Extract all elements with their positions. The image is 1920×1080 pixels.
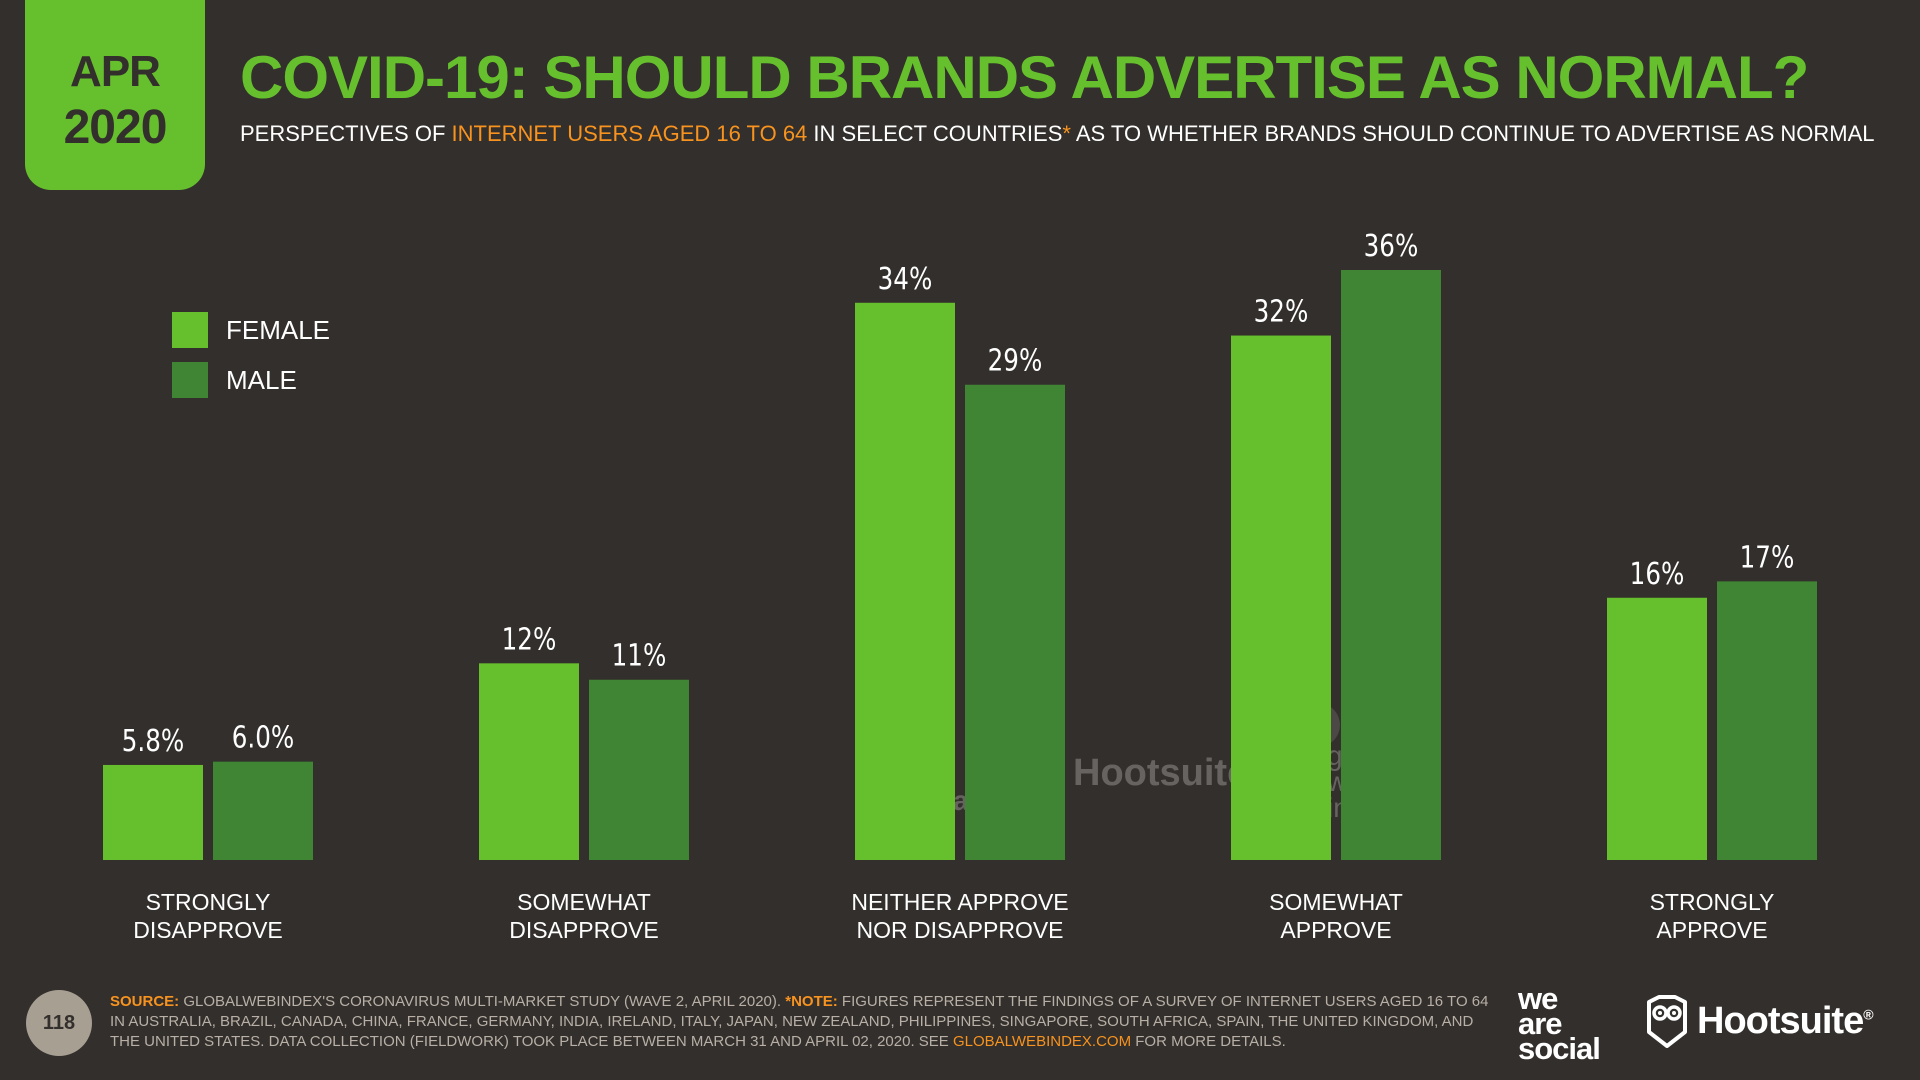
data-label-female: 32% <box>1254 295 1309 329</box>
data-label-male: 36% <box>1364 230 1419 264</box>
bar-male <box>965 384 1065 860</box>
category-label: NEITHER APPROVE <box>851 889 1068 915</box>
legend-swatch-male <box>172 362 208 398</box>
bar-female <box>1231 335 1331 860</box>
data-label-male: 17% <box>1740 541 1795 575</box>
footer-tail: FOR MORE DETAILS. <box>1131 1033 1286 1050</box>
category-label: DISAPPROVE <box>133 917 283 943</box>
legend-item-female: FEMALE <box>172 312 330 348</box>
bar-male <box>589 679 689 860</box>
subtitle-part3: AS TO WHETHER BRANDS SHOULD CONTINUE TO … <box>1070 121 1875 146</box>
bar-female <box>855 302 955 860</box>
legend-label-female: FEMALE <box>226 314 331 345</box>
legend-item-male: MALE <box>172 362 330 398</box>
data-label-female: 5.8% <box>122 725 184 759</box>
badge-year: 2020 <box>63 101 168 154</box>
footer-source-note: SOURCE: GLOBALWEBINDEX'S CORONAVIRUS MUL… <box>110 992 1490 1052</box>
subtitle-part2: IN SELECT COUNTRIES <box>807 121 1063 146</box>
data-label-female: 34% <box>878 263 933 297</box>
data-label-female: 12% <box>502 623 557 657</box>
data-label-male: 6.0% <box>232 721 294 755</box>
legend-swatch-female <box>172 312 208 348</box>
subtitle-asterisk: * <box>1062 121 1071 146</box>
category-label: STRONGLY <box>1650 889 1775 915</box>
subtitle-highlight: INTERNET USERS AGED 16 TO 64 <box>451 121 808 146</box>
source-link[interactable]: GLOBALWEBINDEX.COM <box>952 1033 1132 1050</box>
bar-male <box>1717 581 1817 860</box>
we-are-social-logo: we are social <box>1518 981 1623 1066</box>
category-label: APPROVE <box>1656 917 1767 943</box>
legend-label-male: MALE <box>226 364 297 395</box>
page-subtitle: PERSPECTIVES OF INTERNET USERS AGED 16 T… <box>240 121 1900 146</box>
was-logo-line-3: social <box>1518 1031 1601 1066</box>
data-label-male: 11% <box>612 639 667 673</box>
page-number: 118 <box>26 990 92 1056</box>
bar-female <box>103 764 203 860</box>
category-label: APPROVE <box>1280 917 1391 943</box>
was-logo-line-1: we <box>1518 981 1558 1016</box>
bar-female <box>479 663 579 860</box>
source-label: SOURCE: <box>110 993 180 1010</box>
bar-female <box>1607 597 1707 860</box>
watermark-hootsuite: Hootsuite <box>1073 752 1248 794</box>
bar-male <box>1341 270 1441 860</box>
page-title: COVID-19: SHOULD BRANDS ADVERTISE AS NOR… <box>240 44 1809 111</box>
hootsuite-logo: Hootsuite® <box>1645 993 1874 1049</box>
was-logo-line-2: are <box>1518 1006 1563 1041</box>
badge-month: APR <box>70 47 161 96</box>
subtitle-part1: PERSPECTIVES OF <box>240 121 452 146</box>
hootsuite-logo-word: Hootsuite <box>1697 999 1864 1042</box>
bar-male <box>213 761 313 860</box>
chart-legend: FEMALE MALE <box>172 312 330 412</box>
date-badge: APR 2020 <box>25 0 205 190</box>
category-label: STRONGLY <box>146 889 271 915</box>
note-label: *NOTE: <box>785 993 838 1010</box>
note-text: FIGURES REPRESENT THE FINDINGS OF A SURV… <box>110 993 1489 1050</box>
category-label: SOMEWHAT <box>517 889 651 915</box>
category-label: SOMEWHAT <box>1269 889 1403 915</box>
source-text: GLOBALWEBINDEX'S CORONAVIRUS MULTI-MARKE… <box>179 993 786 1010</box>
owl-icon <box>1647 995 1687 1048</box>
category-label: DISAPPROVE <box>509 917 659 943</box>
registered-mark: ® <box>1863 1005 1873 1022</box>
hootsuite-logo-text: Hootsuite® <box>1697 999 1874 1043</box>
category-label: NOR DISAPPROVE <box>856 917 1063 943</box>
data-label-female: 16% <box>1630 558 1685 592</box>
data-label-male: 29% <box>988 344 1043 378</box>
